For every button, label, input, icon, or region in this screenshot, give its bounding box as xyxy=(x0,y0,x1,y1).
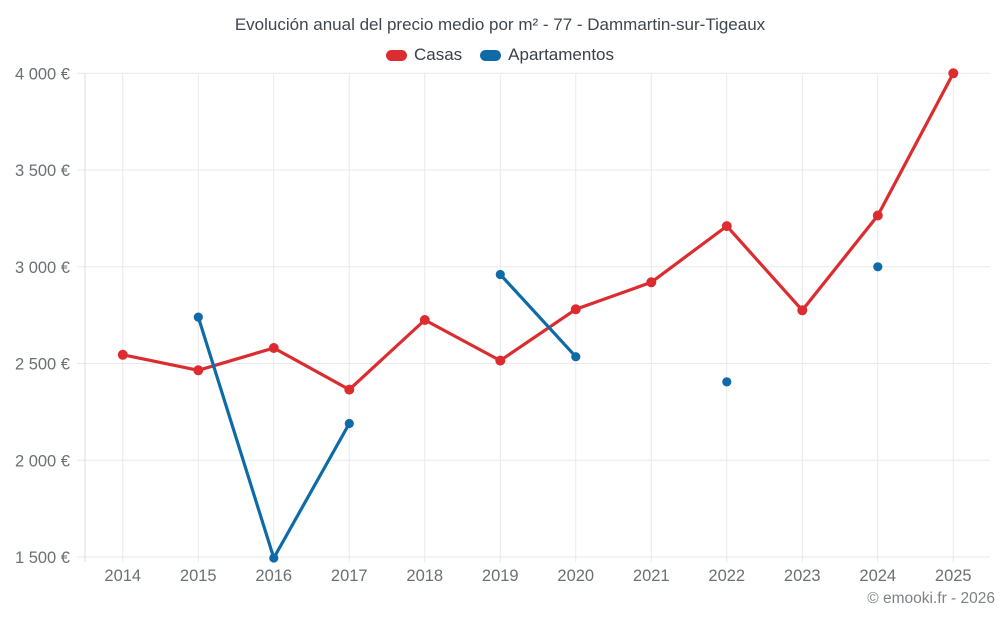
x-axis-tick-label: 2018 xyxy=(406,567,443,585)
x-axis-tick-label: 2024 xyxy=(859,567,896,585)
casas-point-2014[interactable] xyxy=(117,349,128,360)
casas-series-swatch-icon xyxy=(385,49,407,61)
copyright-credit: © emooki.fr - 2026 xyxy=(867,590,995,607)
legend-label-casas: Casas xyxy=(413,45,463,64)
casas-point-2020[interactable] xyxy=(570,304,581,315)
apartamentos-line xyxy=(198,267,878,558)
x-axis-tick-label: 2019 xyxy=(482,567,519,585)
apartamentos-point-2017[interactable] xyxy=(344,418,354,429)
x-axis-tick-label: 2015 xyxy=(180,567,217,585)
apartamentos-point-2015[interactable] xyxy=(193,312,203,322)
chart-title: Evolución anual del precio medio por m² … xyxy=(234,15,766,34)
x-axis-tick-label: 2025 xyxy=(935,567,972,585)
x-axis-tick-label: 2020 xyxy=(557,567,594,585)
apartamentos-point-2019[interactable] xyxy=(495,269,505,280)
legend-label-apartamentos: Apartamentos xyxy=(508,45,615,64)
apartamentos-point-2024[interactable] xyxy=(873,262,883,272)
x-axis-tick-label: 2023 xyxy=(784,567,821,585)
apartamentos-point-2016[interactable] xyxy=(269,553,279,563)
x-axis-tick-label: 2014 xyxy=(104,567,141,585)
y-axis-tick-label: 2 500 € xyxy=(15,356,70,374)
apartamentos-series-swatch-icon xyxy=(480,49,502,61)
chart-legend: Casas Apartamentos xyxy=(0,44,1000,66)
legend-item-casas[interactable]: Casas xyxy=(385,45,463,65)
casas-point-2025[interactable] xyxy=(948,68,959,79)
x-axis-tick-label: 2022 xyxy=(708,567,745,585)
casas-point-2023[interactable] xyxy=(797,305,808,316)
casas-point-2024[interactable] xyxy=(872,210,883,221)
y-axis-tick-label: 4 000 € xyxy=(15,65,70,83)
casas-point-2021[interactable] xyxy=(646,277,657,288)
casas-point-2016[interactable] xyxy=(268,343,279,353)
casas-point-2019[interactable] xyxy=(495,355,506,366)
apartamentos-point-2022[interactable] xyxy=(722,377,732,387)
y-axis-tick-label: 1 500 € xyxy=(15,549,70,567)
x-axis-tick-label: 2017 xyxy=(331,567,368,585)
legend-item-apartamentos[interactable]: Apartamentos xyxy=(480,45,614,65)
y-axis-tick-label: 2 000 € xyxy=(15,452,70,470)
y-axis-tick-label: 3 000 € xyxy=(15,259,70,277)
y-axis-tick-label: 3 500 € xyxy=(15,162,70,180)
x-axis-tick-label: 2021 xyxy=(633,567,670,585)
x-axis-tick-label: 2016 xyxy=(255,567,292,585)
casas-point-2017[interactable] xyxy=(344,384,355,395)
casas-point-2022[interactable] xyxy=(721,221,732,232)
casas-point-2018[interactable] xyxy=(419,315,430,325)
apartamentos-point-2020[interactable] xyxy=(571,352,581,362)
casas-point-2015[interactable] xyxy=(193,365,204,376)
casas-line xyxy=(121,71,955,392)
